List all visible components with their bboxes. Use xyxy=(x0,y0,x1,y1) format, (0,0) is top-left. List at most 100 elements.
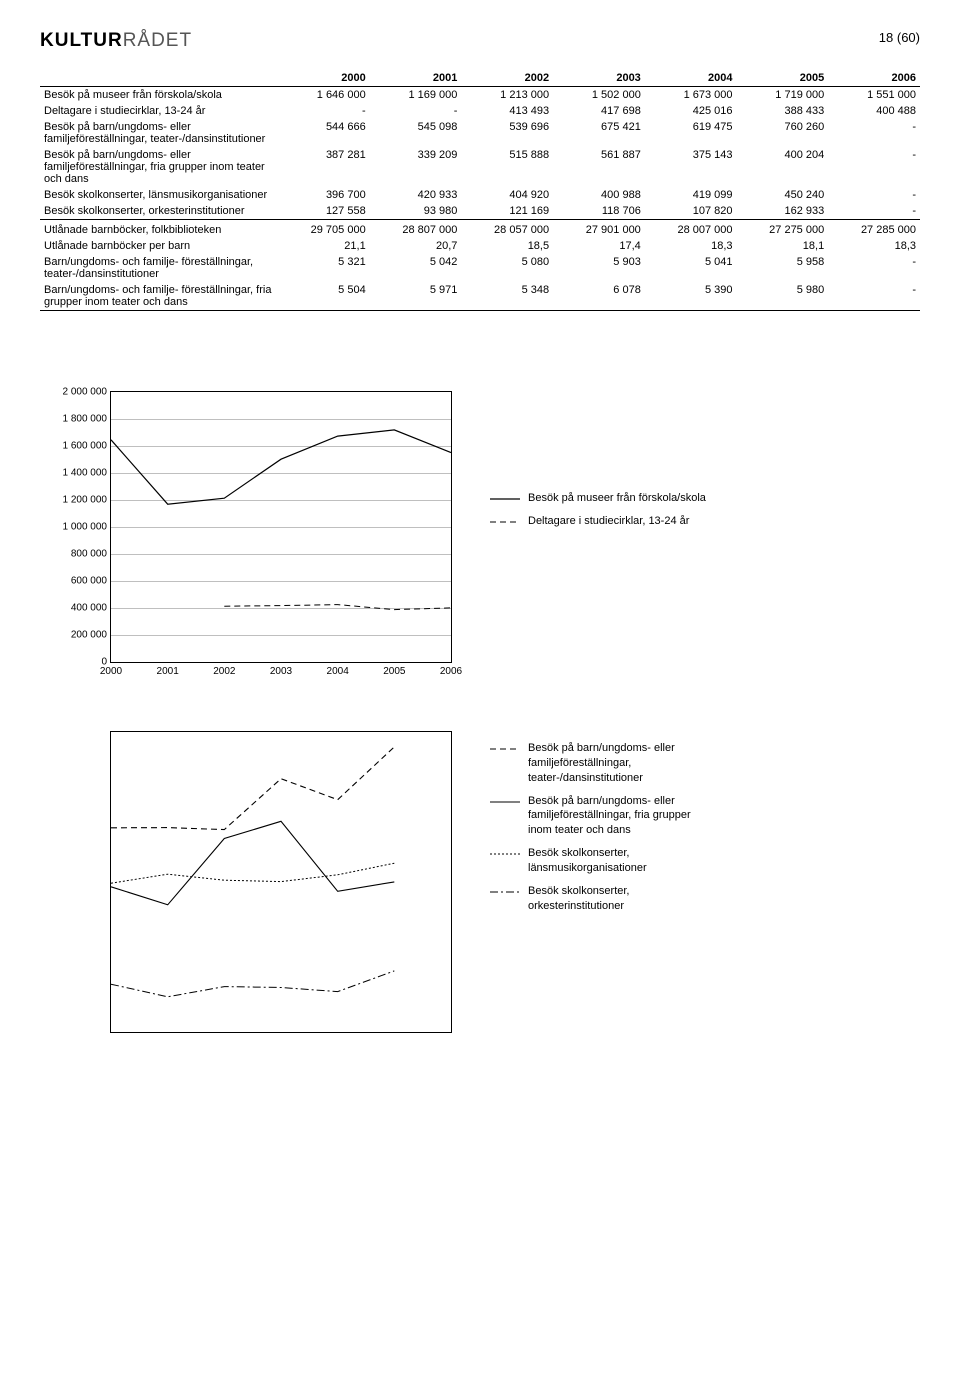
x-tick-label: 2001 xyxy=(157,662,179,677)
cell-value: 619 475 xyxy=(645,119,737,147)
cell-value: 1 169 000 xyxy=(370,87,462,104)
cell-value: 5 042 xyxy=(370,254,462,282)
year-header: 2002 xyxy=(461,70,553,87)
x-tick-label: 2006 xyxy=(440,662,462,677)
cell-value: 28 057 000 xyxy=(461,220,553,239)
cell-value: 27 285 000 xyxy=(828,220,920,239)
logo: KULTURRÅDET xyxy=(40,30,192,52)
cell-value: 396 700 xyxy=(278,187,370,203)
chart2-block: Besök på barn/ungdoms- eller familjeföre… xyxy=(40,721,920,1051)
cell-value: 5 958 xyxy=(737,254,829,282)
y-tick-label: 1 600 000 xyxy=(63,441,112,452)
row-label: Barn/ungdoms- och familje- föreställning… xyxy=(40,254,278,282)
row-label: Utlånade barnböcker, folkbiblioteken xyxy=(40,220,278,239)
cell-value: 27 275 000 xyxy=(737,220,829,239)
row-label: Besök skolkonserter, orkesterinstitution… xyxy=(40,203,278,220)
cell-value: 162 933 xyxy=(737,203,829,220)
cell-value: 5 348 xyxy=(461,282,553,311)
cell-value: 1 646 000 xyxy=(278,87,370,104)
cell-value: 5 971 xyxy=(370,282,462,311)
cell-value: - xyxy=(828,203,920,220)
cell-value: 420 933 xyxy=(370,187,462,203)
year-header: 2000 xyxy=(278,70,370,87)
cell-value: 5 980 xyxy=(737,282,829,311)
y-tick-label: 2 000 000 xyxy=(63,387,112,398)
cell-value: 539 696 xyxy=(461,119,553,147)
y-tick-label: 800 000 xyxy=(71,549,111,560)
legend-label: Besök på barn/ungdoms- eller familjeföre… xyxy=(528,741,710,786)
cell-value: 425 016 xyxy=(645,103,737,119)
cell-value: 6 078 xyxy=(553,282,645,311)
cell-value: 561 887 xyxy=(553,147,645,187)
data-table: 2000200120022003200420052006 Besök på mu… xyxy=(40,70,920,311)
page-number: 18 (60) xyxy=(879,30,920,45)
y-tick-label: 600 000 xyxy=(71,576,111,587)
chart2 xyxy=(40,721,470,1051)
cell-value: 18,3 xyxy=(828,238,920,254)
cell-value: 760 260 xyxy=(737,119,829,147)
legend-label: Besök på barn/ungdoms- eller familjeföre… xyxy=(528,794,710,839)
legend-item: Besök på museer från förskola/skola xyxy=(490,491,706,506)
cell-value: - xyxy=(370,103,462,119)
cell-value: 107 820 xyxy=(645,203,737,220)
chart1-block: 0200 000400 000600 000800 0001 000 0001 … xyxy=(40,381,920,681)
cell-value: 5 390 xyxy=(645,282,737,311)
y-tick-label: 400 000 xyxy=(71,603,111,614)
cell-value: 1 213 000 xyxy=(461,87,553,104)
cell-value: 339 209 xyxy=(370,147,462,187)
cell-value: 675 421 xyxy=(553,119,645,147)
legend-item: Besök på barn/ungdoms- eller familjeföre… xyxy=(490,741,710,786)
cell-value: 515 888 xyxy=(461,147,553,187)
cell-value: 121 169 xyxy=(461,203,553,220)
cell-value: 18,1 xyxy=(737,238,829,254)
cell-value: 1 502 000 xyxy=(553,87,645,104)
row-label: Besök på barn/ungdoms- eller familjeföre… xyxy=(40,147,278,187)
x-tick-label: 2002 xyxy=(213,662,235,677)
cell-value: 20,7 xyxy=(370,238,462,254)
cell-value: 93 980 xyxy=(370,203,462,220)
cell-value: 1 673 000 xyxy=(645,87,737,104)
cell-value: 450 240 xyxy=(737,187,829,203)
cell-value: 17,4 xyxy=(553,238,645,254)
cell-value: 544 666 xyxy=(278,119,370,147)
cell-value: 387 281 xyxy=(278,147,370,187)
year-header: 2005 xyxy=(737,70,829,87)
cell-value: 400 204 xyxy=(737,147,829,187)
chart2-legend: Besök på barn/ungdoms- eller familjeföre… xyxy=(490,741,710,921)
cell-value: 5 321 xyxy=(278,254,370,282)
cell-value: 18,3 xyxy=(645,238,737,254)
legend-item: Besök skolkonserter, orkesterinstitution… xyxy=(490,884,710,914)
cell-value: 127 558 xyxy=(278,203,370,220)
cell-value: - xyxy=(828,119,920,147)
cell-value: 5 903 xyxy=(553,254,645,282)
cell-value: 419 099 xyxy=(645,187,737,203)
cell-value: - xyxy=(828,254,920,282)
logo-bold: KULTUR xyxy=(40,30,123,51)
cell-value: 21,1 xyxy=(278,238,370,254)
y-tick-label: 1 200 000 xyxy=(63,495,112,506)
cell-value: 18,5 xyxy=(461,238,553,254)
cell-value: - xyxy=(278,103,370,119)
logo-light: RÅDET xyxy=(123,30,192,51)
cell-value: 388 433 xyxy=(737,103,829,119)
y-tick-label: 1 800 000 xyxy=(63,414,112,425)
x-tick-label: 2003 xyxy=(270,662,292,677)
year-header: 2004 xyxy=(645,70,737,87)
y-tick-label: 200 000 xyxy=(71,630,111,641)
x-tick-label: 2000 xyxy=(100,662,122,677)
x-tick-label: 2005 xyxy=(383,662,405,677)
legend-label: Besök skolkonserter, orkesterinstitution… xyxy=(528,884,710,914)
row-label: Utlånade barnböcker per barn xyxy=(40,238,278,254)
cell-value: - xyxy=(828,282,920,311)
legend-label: Besök på museer från förskola/skola xyxy=(528,491,706,506)
legend-item: Besök på barn/ungdoms- eller familjeföre… xyxy=(490,794,710,839)
legend-label: Besök skolkonserter, länsmusikorganisati… xyxy=(528,846,710,876)
cell-value: 1 719 000 xyxy=(737,87,829,104)
cell-value: 375 143 xyxy=(645,147,737,187)
cell-value: 5 041 xyxy=(645,254,737,282)
year-header: 2001 xyxy=(370,70,462,87)
cell-value: 1 551 000 xyxy=(828,87,920,104)
legend-item: Deltagare i studiecirklar, 13-24 år xyxy=(490,514,706,529)
cell-value: 545 098 xyxy=(370,119,462,147)
cell-value: 417 698 xyxy=(553,103,645,119)
